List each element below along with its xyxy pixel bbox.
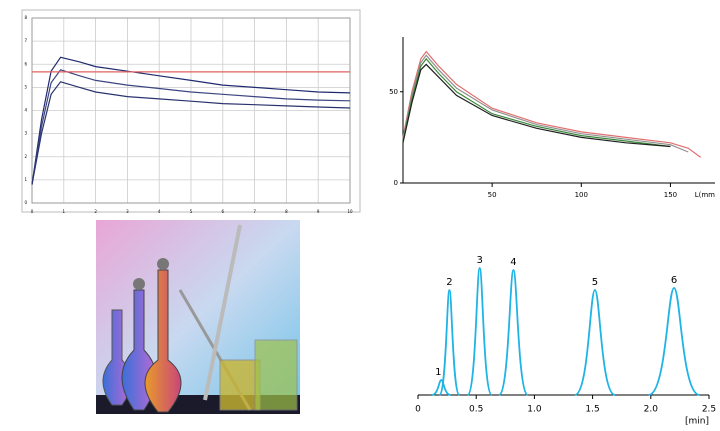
series-line	[31, 56, 351, 185]
peak	[498, 269, 529, 396]
x-tick-label: 6	[222, 209, 225, 214]
x-tick-label: 1.5	[585, 405, 599, 415]
plot-frame	[31, 17, 351, 204]
x-tick-label: 10	[347, 209, 353, 214]
y-tick-label: 50	[389, 88, 398, 96]
x-tick-label: 2	[94, 209, 97, 214]
x-tick-label: 100	[575, 191, 588, 199]
x-tick-label: 9	[317, 209, 320, 214]
stopper	[157, 258, 169, 270]
series-line	[402, 54, 689, 153]
y-tick-label: 2	[24, 154, 27, 159]
peak-label: 4	[510, 257, 516, 268]
peak-label: 2	[446, 277, 452, 288]
peak-label: 1	[435, 367, 441, 378]
x-tick-label: 5	[190, 209, 193, 214]
x-tick-label: 2.0	[644, 405, 659, 415]
x-tick-label: 2.5	[702, 405, 716, 415]
peak-label: 6	[671, 275, 677, 286]
peak	[431, 379, 452, 396]
pipette	[203, 224, 242, 401]
peak-label: 5	[592, 277, 598, 288]
y-tick-label: 7	[24, 38, 27, 43]
x-tick-label: 0	[415, 405, 421, 415]
y-tick-label: 8	[24, 15, 27, 20]
series-line	[402, 50, 702, 158]
x-tick-label: 1	[63, 209, 66, 214]
flask	[144, 269, 182, 413]
peak-label: 3	[477, 255, 483, 266]
series-line	[402, 57, 671, 148]
peak	[466, 267, 493, 396]
x-tick-label: 3	[126, 209, 129, 214]
photo	[96, 220, 300, 414]
y-tick-label: 1	[24, 177, 27, 182]
x-tick-label: 50	[488, 191, 497, 199]
peak	[438, 289, 461, 396]
y-tick-label: 6	[24, 61, 27, 66]
x-tick-label: 0	[31, 209, 34, 214]
x-tick-label: 1.0	[527, 405, 542, 415]
y-tick-label: 0	[394, 179, 398, 187]
stopper	[133, 278, 145, 290]
beaker	[219, 359, 261, 411]
series-line	[31, 81, 351, 185]
x-axis-label: L(mm	[695, 191, 715, 199]
x-axis-label: [min]	[685, 417, 709, 427]
peak	[648, 287, 701, 396]
x-tick-label: 0.5	[469, 405, 483, 415]
y-tick-label: 4	[24, 108, 27, 113]
beaker	[254, 339, 298, 411]
x-tick-label: 7	[253, 209, 256, 214]
y-tick-label: 3	[24, 131, 27, 136]
peak	[574, 289, 616, 396]
x-tick-label: 4	[158, 209, 161, 214]
series-line	[31, 69, 351, 185]
series-line	[402, 63, 671, 148]
y-tick-label: 5	[24, 84, 27, 89]
y-tick-label: 0	[24, 200, 27, 205]
x-tick-label: 150	[664, 191, 677, 199]
x-tick-label: 8	[285, 209, 288, 214]
